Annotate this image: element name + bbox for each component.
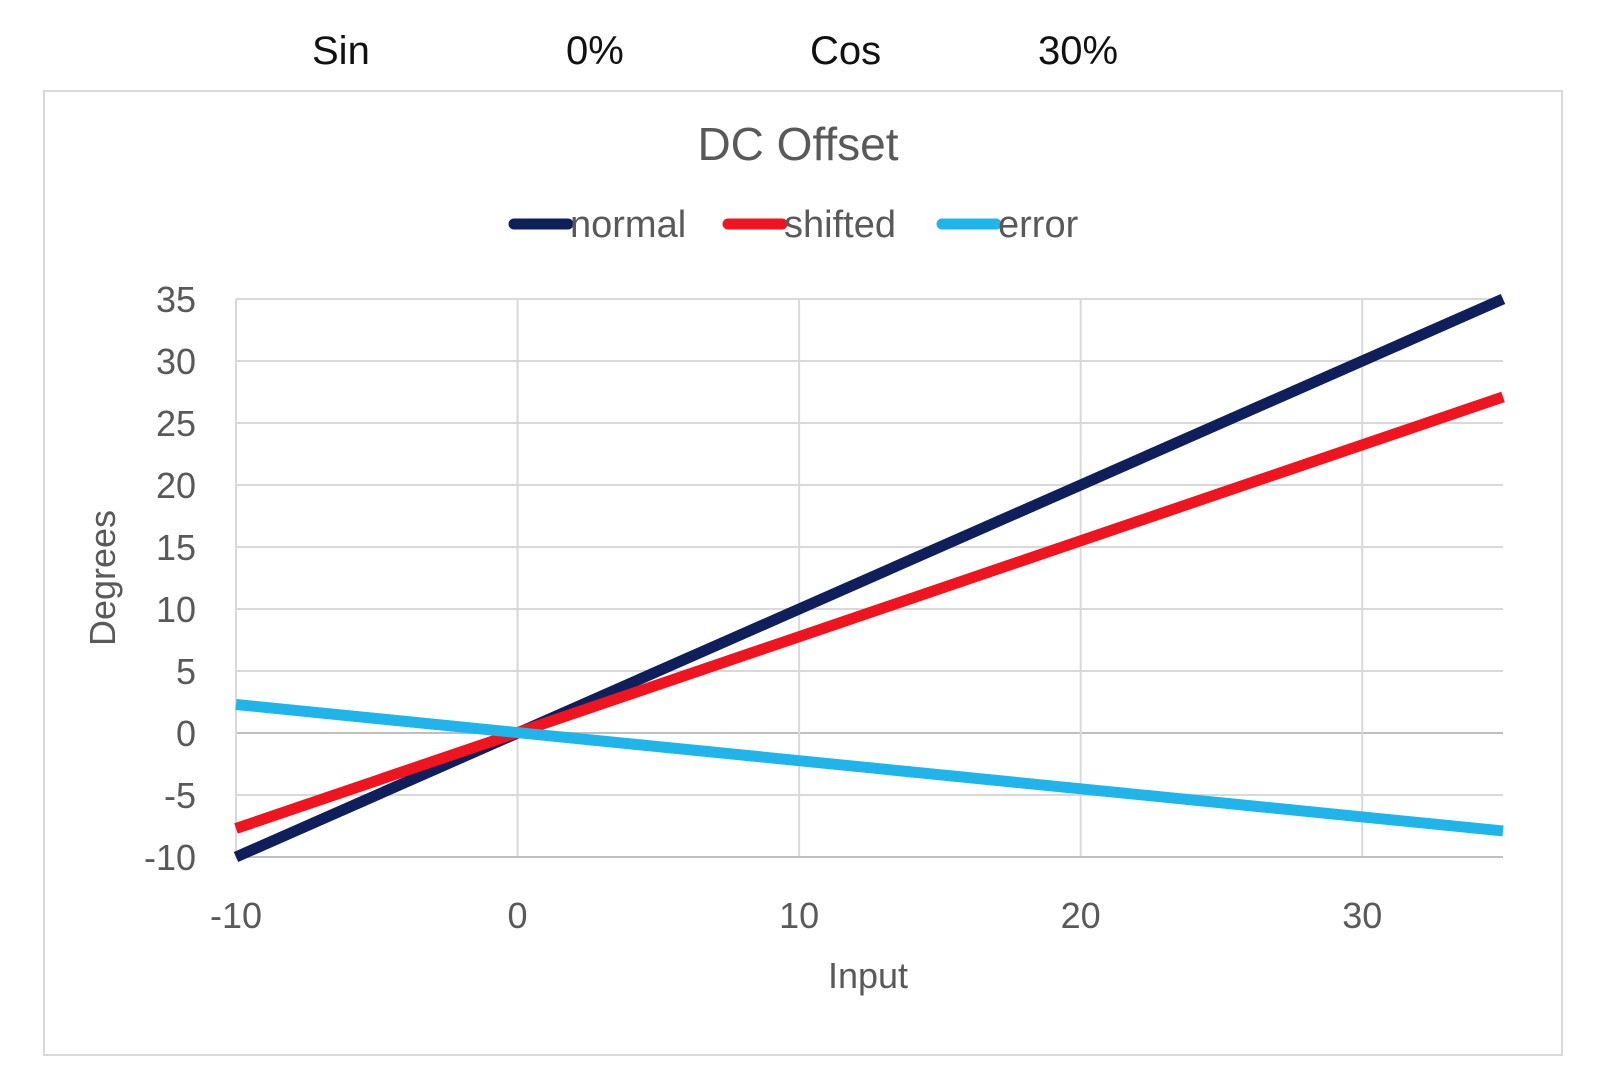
cos-value: 30% <box>1038 29 1119 73</box>
x-tick-label: 20 <box>1061 895 1101 936</box>
x-axis-label: Input <box>828 955 908 996</box>
series-line-normal <box>233 293 1506 863</box>
chart-title: DC Offset <box>697 118 898 170</box>
legend-label-shifted: shifted <box>784 204 896 246</box>
header-row: Sin 0% Cos 30% <box>0 26 1600 86</box>
y-tick-label: -10 <box>144 837 196 878</box>
sin-label: Sin <box>312 29 370 73</box>
chart-grid <box>235 298 1503 858</box>
chart-area <box>43 90 1563 1056</box>
y-tick-label: 10 <box>156 589 196 630</box>
legend-label-error: error <box>998 204 1079 246</box>
y-tick-label: -5 <box>164 775 196 816</box>
legend-label-normal: normal <box>570 204 686 246</box>
series-line-error <box>235 699 1504 837</box>
y-tick-label: 20 <box>156 465 196 506</box>
series-line-shifted <box>234 391 1505 834</box>
sin-value: 0% <box>566 29 624 73</box>
chart-series <box>233 293 1506 863</box>
cos-label: Cos <box>810 29 882 73</box>
x-tick-label: 0 <box>508 895 528 936</box>
y-tick-label: 25 <box>156 403 196 444</box>
y-tick-label: 5 <box>176 651 196 692</box>
chart-legend: normal shifted error <box>508 204 1079 246</box>
x-tick-label: -10 <box>210 895 262 936</box>
chart-ticks: 35 30 25 20 15 10 5 0 -5 -10 -10 0 10 20 30 <box>144 279 1382 936</box>
x-tick-label: 30 <box>1342 895 1382 936</box>
y-tick-label: 0 <box>176 713 196 754</box>
y-tick-label: 35 <box>156 279 196 320</box>
x-tick-label: 10 <box>779 895 819 936</box>
y-tick-label: 15 <box>156 527 196 568</box>
y-axis-label: Degrees <box>82 510 123 646</box>
y-tick-label: 30 <box>156 341 196 382</box>
